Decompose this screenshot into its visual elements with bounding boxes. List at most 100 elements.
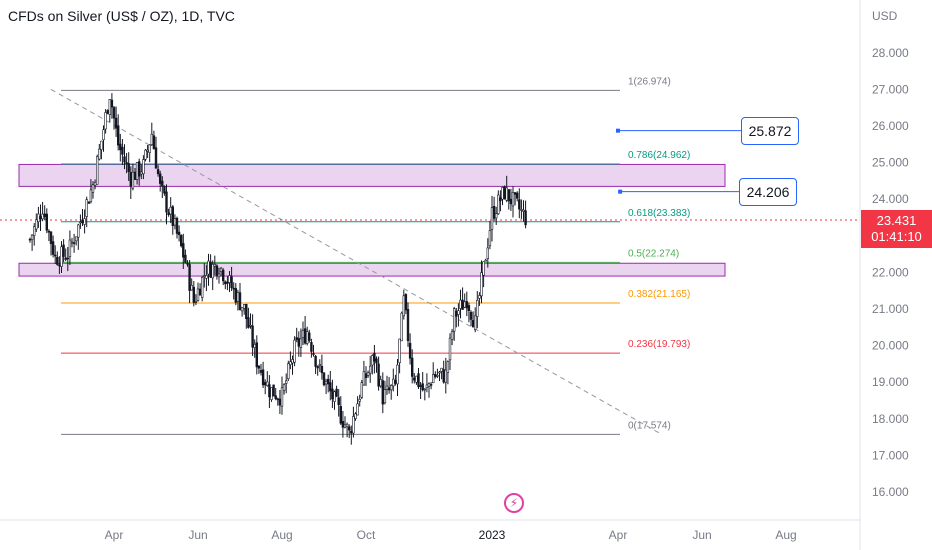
candle-body xyxy=(345,423,349,428)
candle-body xyxy=(524,210,527,226)
candle-body xyxy=(375,358,378,364)
candle-body xyxy=(171,206,174,226)
fib-level-label: 0(17.574) xyxy=(628,420,671,431)
candle-body xyxy=(299,338,303,348)
candle-body xyxy=(230,276,233,289)
candle-body xyxy=(104,112,107,130)
candle-body xyxy=(150,133,153,145)
y-tick-label: 17.000 xyxy=(872,448,909,462)
candle-body xyxy=(293,339,296,363)
candle-body xyxy=(305,331,309,344)
candle-body xyxy=(354,413,357,419)
candle-body xyxy=(331,388,334,400)
candle-body xyxy=(463,301,466,308)
candle-body xyxy=(429,384,433,386)
fib-level-label: 0.5(22.274) xyxy=(628,248,679,259)
target-anchor-marker xyxy=(618,189,623,194)
candle-body xyxy=(287,363,290,380)
candle-body xyxy=(245,303,248,319)
candle-body xyxy=(196,288,200,301)
candle-body xyxy=(167,212,170,215)
candle-body xyxy=(180,235,183,247)
candle-body xyxy=(35,219,38,230)
candle-body xyxy=(148,144,151,153)
candle-body xyxy=(312,353,315,355)
candle-body xyxy=(236,292,240,302)
candle-body xyxy=(440,367,443,372)
candle-body xyxy=(436,375,439,377)
candle-body xyxy=(85,199,88,217)
candle-body xyxy=(350,430,353,434)
x-tick-label: 2023 xyxy=(479,528,506,542)
candle-body xyxy=(392,378,395,387)
candle-body xyxy=(257,365,261,369)
candle-body xyxy=(276,398,279,401)
candle-body xyxy=(473,315,477,330)
candle-body xyxy=(492,205,496,219)
y-tick-label: 25.000 xyxy=(872,156,909,170)
candle-body xyxy=(284,380,288,384)
bar-countdown: 01:41:10 xyxy=(871,229,922,244)
candle-body xyxy=(165,191,168,213)
candle-body xyxy=(144,149,147,160)
candle-body xyxy=(423,388,426,391)
support-zone xyxy=(18,262,726,277)
y-tick-label: 20.000 xyxy=(872,339,909,353)
candle-body xyxy=(360,382,363,398)
candle-body xyxy=(75,236,78,242)
candle-body xyxy=(186,262,189,265)
candle-body xyxy=(406,309,410,341)
candle-body xyxy=(83,218,86,225)
candle-body xyxy=(326,378,330,385)
candle-body xyxy=(100,140,103,150)
candle-body xyxy=(373,352,376,362)
y-tick-label: 16.000 xyxy=(872,485,909,499)
candle-body xyxy=(289,361,292,366)
fib-level-label: 0.382(21.165) xyxy=(628,289,690,300)
candle-body xyxy=(205,275,208,279)
candle-body xyxy=(207,260,210,275)
candle-body xyxy=(270,387,273,400)
candle-body xyxy=(222,269,225,282)
candle-body xyxy=(461,299,464,310)
candle-body xyxy=(243,304,246,309)
candle-body xyxy=(219,267,223,272)
candle-body xyxy=(444,369,447,383)
candle-body xyxy=(43,213,46,217)
candle-body xyxy=(322,372,326,386)
candle-body xyxy=(507,189,510,202)
candle-body xyxy=(343,424,347,428)
x-tick-label: Apr xyxy=(105,528,124,542)
candle-body xyxy=(335,388,338,397)
fib-level-label: 0.236(19.793) xyxy=(628,339,690,350)
x-tick-label: Aug xyxy=(775,528,796,542)
candle-body xyxy=(366,372,370,376)
candle-body xyxy=(427,383,431,387)
candle-body xyxy=(215,265,219,276)
axis-currency-label: USD xyxy=(872,9,898,23)
x-tick-label: Apr xyxy=(609,528,628,542)
candle-body xyxy=(387,387,391,391)
candle-body xyxy=(480,272,483,297)
candle-body xyxy=(209,261,212,278)
candle-body xyxy=(318,364,321,366)
candle-body xyxy=(127,163,130,173)
tradingview-lightning-icon[interactable]: ⚡ xyxy=(504,493,524,513)
candle-body xyxy=(484,259,487,262)
candle-body xyxy=(402,295,405,317)
candle-body xyxy=(60,246,63,267)
candle-body xyxy=(272,384,275,397)
y-tick-label: 27.000 xyxy=(872,82,909,96)
candle-body xyxy=(282,384,286,391)
candle-body xyxy=(486,247,489,259)
target-label-high[interactable]: 25.872 xyxy=(741,116,799,145)
target-label-low[interactable]: 24.206 xyxy=(739,177,797,206)
candle-body xyxy=(53,254,57,257)
candle-body xyxy=(415,375,418,383)
candle-body xyxy=(117,125,120,146)
x-tick-label: Jun xyxy=(188,528,207,542)
candle-body xyxy=(194,301,198,303)
candle-body xyxy=(188,264,191,291)
candle-body xyxy=(385,385,389,390)
